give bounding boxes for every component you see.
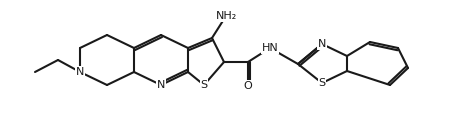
- Text: NH₂: NH₂: [215, 11, 236, 21]
- Text: N: N: [318, 39, 326, 49]
- Text: N: N: [76, 67, 84, 77]
- Text: N: N: [157, 80, 165, 90]
- Text: S: S: [318, 78, 325, 88]
- Text: O: O: [244, 81, 253, 91]
- Text: S: S: [201, 80, 208, 90]
- Text: HN: HN: [262, 43, 279, 53]
